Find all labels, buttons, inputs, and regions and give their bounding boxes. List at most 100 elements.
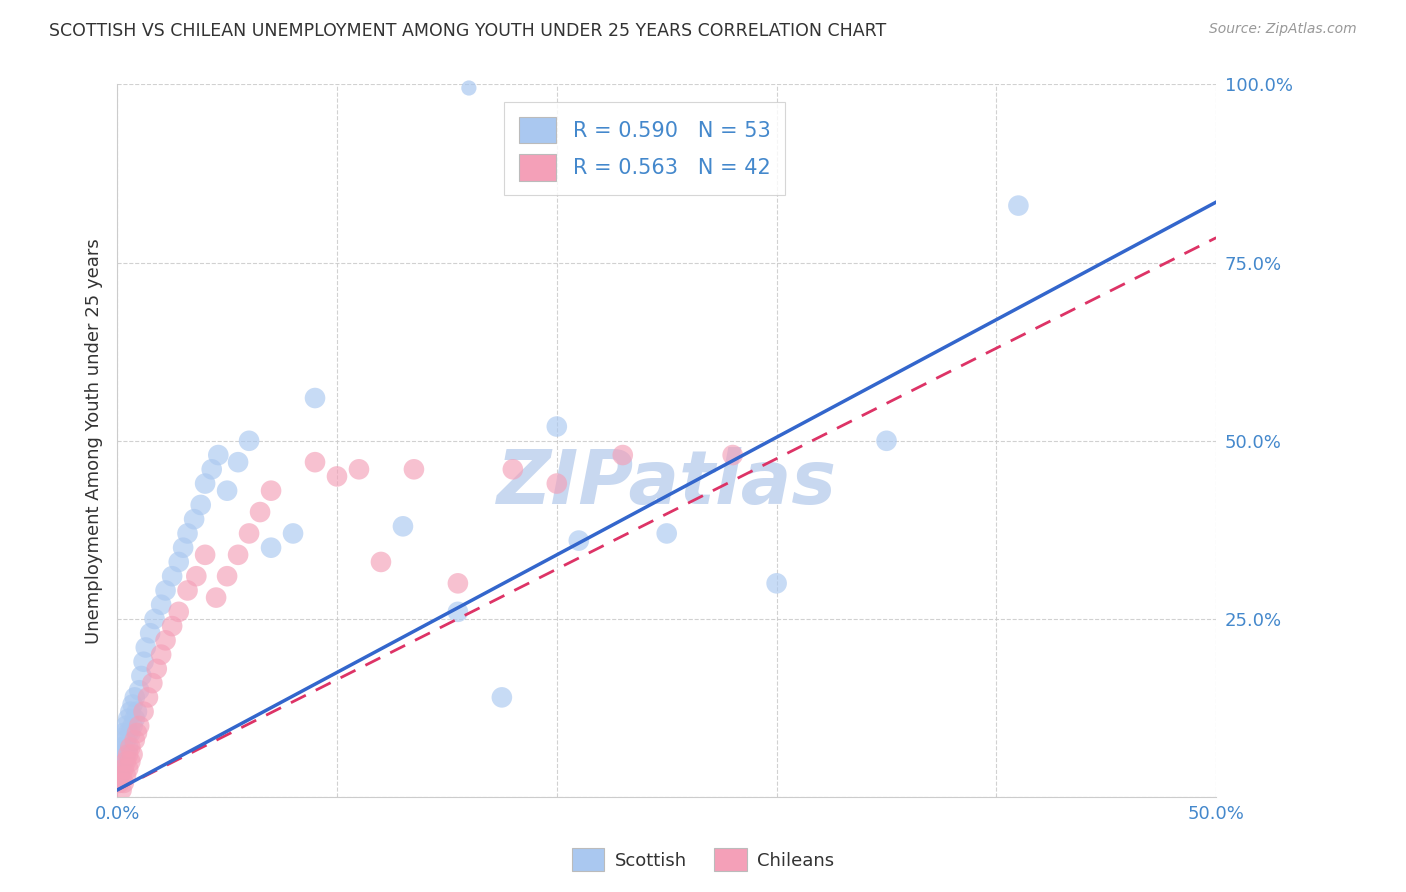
Point [131,669,153,683]
Point [136,690,159,705]
Point [238,526,260,541]
Point [150,648,173,662]
Point [190,498,212,512]
Text: SCOTTISH VS CHILEAN UNEMPLOYMENT AMONG YOUTH UNDER 25 YEARS CORRELATION CHART: SCOTTISH VS CHILEAN UNEMPLOYMENT AMONG Y… [49,22,886,40]
Point [183,512,205,526]
Point [112,755,135,769]
Point [110,747,132,762]
Point [568,533,591,548]
Point [110,740,132,755]
Point [115,769,138,783]
Point [260,541,283,555]
Point [546,476,568,491]
Point [120,740,142,755]
Point [110,762,132,776]
Point [370,555,392,569]
Point [112,726,135,740]
Point [1007,198,1029,212]
Point [117,762,139,776]
Point [110,783,132,797]
Point [347,462,370,476]
Point [120,755,142,769]
Point [155,633,177,648]
Point [260,483,283,498]
Point [121,698,143,712]
Point [194,548,217,562]
Point [226,548,249,562]
Point [121,747,143,762]
Point [128,719,150,733]
Point [612,448,634,462]
Point [112,762,135,776]
Point [145,662,167,676]
Point [546,419,568,434]
Point [491,690,513,705]
Point [150,598,173,612]
Point [125,726,148,740]
Point [124,733,146,747]
Point [117,712,139,726]
Point [117,726,139,740]
Point [115,747,138,762]
Point [135,640,157,655]
Point [447,576,470,591]
Point [765,576,787,591]
Point [112,740,135,755]
Point [392,519,415,533]
Point [155,583,177,598]
Point [655,526,678,541]
Point [112,776,135,790]
Point [238,434,260,448]
Point [108,769,131,783]
Point [810,81,832,95]
Point [167,605,190,619]
Point [281,526,304,541]
Point [201,462,224,476]
Point [125,705,148,719]
Point [207,448,229,462]
Point [402,462,425,476]
Point [186,569,208,583]
Point [176,583,198,598]
Point [117,740,139,755]
Point [121,719,143,733]
Point [110,769,132,783]
Point [205,591,228,605]
Point [502,462,524,476]
Text: ZIPatlas: ZIPatlas [496,447,837,520]
Point [172,541,194,555]
Point [115,719,138,733]
Point [120,705,142,719]
Point [108,776,131,790]
Legend: R = 0.590   N = 53, R = 0.563   N = 42: R = 0.590 N = 53, R = 0.563 N = 42 [505,102,786,195]
Point [226,455,249,469]
Point [143,612,166,626]
Point [124,712,146,726]
Point [108,755,131,769]
Point [132,655,155,669]
Point [132,705,155,719]
Point [115,755,138,769]
Point [139,626,162,640]
Point [117,747,139,762]
Point [124,690,146,705]
Point [176,526,198,541]
Point [217,569,239,583]
Point [876,434,898,448]
Point [249,505,271,519]
Legend: Scottish, Chileans: Scottish, Chileans [564,841,842,879]
Point [160,569,183,583]
Point [304,455,326,469]
Point [167,555,190,569]
Point [217,483,239,498]
Point [120,726,142,740]
Point [194,476,217,491]
Point [141,676,163,690]
Point [304,391,326,405]
Text: Source: ZipAtlas.com: Source: ZipAtlas.com [1209,22,1357,37]
Point [115,733,138,747]
Point [721,448,744,462]
Point [447,605,470,619]
Y-axis label: Unemployment Among Youth under 25 years: Unemployment Among Youth under 25 years [86,238,103,644]
Point [160,619,183,633]
